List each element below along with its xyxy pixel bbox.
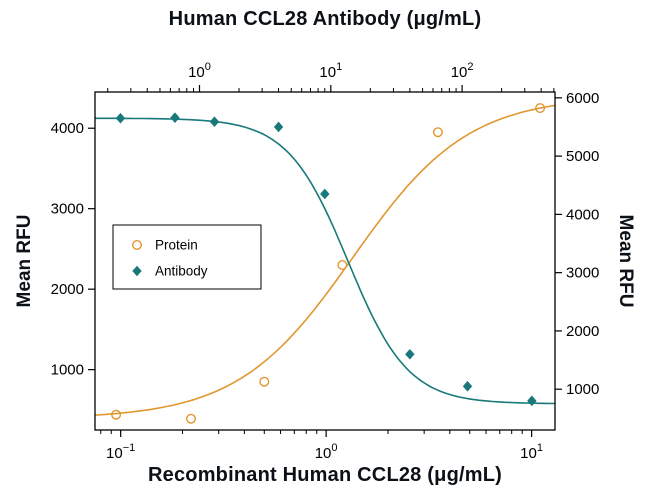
right-axis-tick-label: 1000 [566,381,599,398]
legend-label-protein: Protein [155,238,198,253]
protein-point [337,260,348,271]
top-axis-tick-label: 100 [188,61,211,81]
protein-curve [94,104,556,416]
legend-marker-antibody [132,265,142,277]
right-axis-tick-label: 4000 [566,206,599,223]
left-axis-tick-label: 1000 [51,362,84,379]
top-axis-tick-label: 101 [319,61,342,81]
protein-point [535,103,546,114]
antibody-point [320,188,330,200]
antibody-point [462,380,473,392]
legend-box [112,224,262,290]
protein-point [432,127,443,138]
antibody-point [115,112,126,124]
right-axis-tick-label: 5000 [566,148,599,165]
legend-label-antibody: Antibody [155,264,208,279]
plot-frame [94,91,556,431]
antibody-point [527,395,537,407]
protein-point [111,409,122,420]
right-axis-tick-label: 3000 [566,265,599,282]
bottom-axis-tick-label: 10−1 [106,442,135,462]
protein-point [259,376,270,387]
left-axis-tick-label: 3000 [51,201,84,218]
protein-point [186,413,197,424]
top-axis-title: Human CCL28 Antibody (μg/mL) [168,8,482,30]
left-axis-tick-label: 2000 [51,281,84,298]
bottom-axis-tick-label: 100 [315,442,338,462]
antibody-point [405,348,415,360]
bottom-axis-tick-label: 101 [520,442,543,462]
antibody-point [209,116,220,128]
antibody-point [170,112,180,123]
top-axis-tick-label: 102 [451,61,474,81]
right-axis-tick-label: 2000 [566,323,599,340]
antibody-point [273,121,284,133]
bottom-axis-title: Recombinant Human CCL28 (μg/mL) [147,464,502,486]
legend-marker-protein [131,239,142,250]
right-axis-tick-label: 6000 [566,90,599,107]
left-axis-tick-label: 4000 [51,120,84,137]
